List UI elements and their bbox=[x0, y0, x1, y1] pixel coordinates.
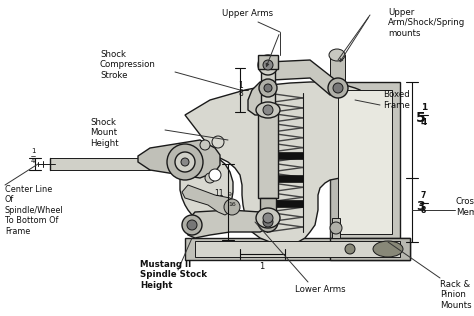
Text: 8: 8 bbox=[238, 88, 243, 98]
Bar bbox=[260, 198, 276, 216]
Text: Cross
Member: Cross Member bbox=[456, 197, 474, 217]
Bar bbox=[195, 241, 400, 257]
Ellipse shape bbox=[212, 136, 224, 148]
Text: 3: 3 bbox=[416, 199, 425, 212]
Text: Upper Arms: Upper Arms bbox=[222, 9, 273, 18]
Bar bbox=[185, 238, 410, 260]
Text: 7: 7 bbox=[421, 191, 427, 200]
Text: 4: 4 bbox=[31, 158, 35, 164]
Bar bbox=[330, 82, 400, 242]
Bar bbox=[338, 90, 392, 234]
Ellipse shape bbox=[187, 220, 197, 230]
Ellipse shape bbox=[263, 217, 273, 227]
Text: Mustang II
Spindle Stock
Height: Mustang II Spindle Stock Height bbox=[140, 260, 207, 290]
Bar bbox=[261, 68, 275, 113]
Ellipse shape bbox=[328, 78, 348, 98]
Text: 1: 1 bbox=[238, 82, 243, 90]
Text: 1: 1 bbox=[421, 103, 427, 112]
Text: Shock
Compression
Stroke: Shock Compression Stroke bbox=[100, 50, 156, 80]
Ellipse shape bbox=[263, 105, 273, 115]
Ellipse shape bbox=[167, 144, 203, 180]
Bar bbox=[267, 152, 303, 159]
Text: 16: 16 bbox=[228, 202, 236, 207]
Text: 5: 5 bbox=[416, 111, 426, 125]
Polygon shape bbox=[185, 210, 268, 238]
Ellipse shape bbox=[256, 102, 280, 118]
Bar bbox=[332, 218, 340, 238]
Text: 1: 1 bbox=[259, 262, 264, 271]
Bar bbox=[267, 175, 303, 182]
Text: 1: 1 bbox=[31, 148, 35, 154]
Ellipse shape bbox=[259, 79, 277, 97]
Text: Lower Arms: Lower Arms bbox=[295, 285, 346, 294]
Text: 11: 11 bbox=[215, 190, 224, 198]
Text: 4: 4 bbox=[421, 118, 428, 127]
Text: Shock
Mount
Height: Shock Mount Height bbox=[90, 118, 118, 148]
Bar bbox=[330, 55, 345, 83]
Bar bbox=[258, 55, 278, 69]
Ellipse shape bbox=[333, 83, 343, 93]
Polygon shape bbox=[180, 82, 378, 244]
Polygon shape bbox=[248, 60, 342, 115]
Text: Boxed
Frame: Boxed Frame bbox=[383, 90, 410, 110]
Text: Rack &
Pinion
Mounts: Rack & Pinion Mounts bbox=[440, 280, 472, 310]
Text: Center Line
Of
Spindle/Wheel
To Bottom Of
Frame: Center Line Of Spindle/Wheel To Bottom O… bbox=[5, 185, 64, 236]
Polygon shape bbox=[138, 140, 220, 178]
Ellipse shape bbox=[329, 49, 345, 61]
Ellipse shape bbox=[200, 140, 210, 150]
Ellipse shape bbox=[345, 244, 355, 254]
Ellipse shape bbox=[258, 55, 278, 75]
Ellipse shape bbox=[258, 212, 278, 232]
Ellipse shape bbox=[175, 152, 195, 172]
Ellipse shape bbox=[330, 222, 342, 234]
Bar bbox=[258, 113, 278, 198]
Ellipse shape bbox=[182, 215, 202, 235]
Ellipse shape bbox=[224, 199, 240, 215]
Bar bbox=[267, 200, 303, 207]
Ellipse shape bbox=[205, 173, 215, 183]
Ellipse shape bbox=[256, 208, 280, 228]
Polygon shape bbox=[182, 185, 235, 215]
Text: 8: 8 bbox=[421, 206, 427, 215]
Bar bbox=[330, 238, 410, 260]
Ellipse shape bbox=[263, 60, 273, 70]
Text: 9: 9 bbox=[228, 192, 232, 197]
Ellipse shape bbox=[264, 84, 272, 92]
Ellipse shape bbox=[373, 241, 403, 257]
Bar bbox=[50, 158, 150, 170]
Ellipse shape bbox=[263, 213, 273, 223]
Ellipse shape bbox=[181, 158, 189, 166]
Ellipse shape bbox=[209, 169, 221, 181]
Text: Upper
Arm/Shock/Spring
mounts: Upper Arm/Shock/Spring mounts bbox=[388, 8, 465, 38]
